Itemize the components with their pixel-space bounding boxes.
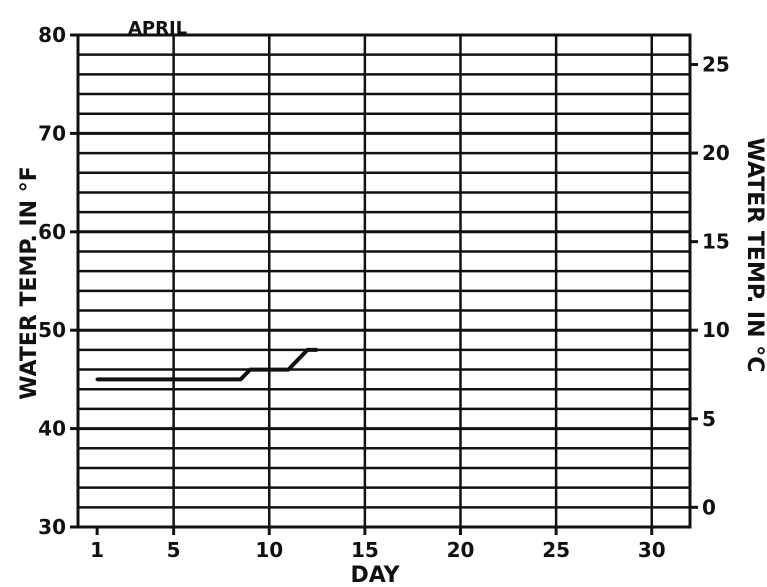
right-tick-label: 5 [702,407,716,431]
horizontal-gridlines [78,53,690,509]
data-point [114,377,118,381]
right-tick-label: 20 [702,141,730,165]
data-point [238,377,243,381]
x-axis-ticks: 1 5 10 15 20 25 30 [90,527,666,562]
x-tick-label: 15 [351,538,379,562]
data-point [296,358,300,362]
vertical-gridlines [172,35,653,527]
right-axis-ticks: 0 5 10 15 20 25 [690,53,730,519]
data-point [258,367,262,372]
data-point [305,348,310,352]
data-point [210,377,214,381]
right-tick-label: 0 [702,495,716,519]
left-tick-label: 80 [38,23,66,47]
x-tick-label: 25 [542,538,570,562]
left-tick-label: 30 [38,515,66,539]
left-tick-label: 70 [38,121,66,145]
data-point [315,348,319,352]
x-tick-label: 10 [255,538,283,562]
data-point [286,367,290,372]
left-axis-ticks: 30 40 50 60 70 80 [38,23,78,539]
right-tick-label: 10 [702,318,730,342]
x-tick-label: 5 [167,538,181,562]
right-y-axis-label: WATER TEMP. IN °C [742,138,767,373]
x-axis-label: DAY [350,563,400,587]
data-point [133,377,137,381]
left-tick-label: 50 [38,318,66,342]
left-tick-label: 60 [38,220,66,244]
data-point [191,377,195,381]
data-point [152,377,157,381]
left-y-axis-label: WATER TEMP. IN °F [17,166,42,400]
data-point [267,367,271,372]
series-line [97,347,318,382]
right-tick-label: 15 [702,230,730,254]
x-tick-label: 20 [447,538,475,562]
data-point [248,367,252,372]
data-point [229,377,233,381]
series [95,347,319,382]
plot-frame [76,33,692,529]
data-point [172,377,176,381]
right-tick-label: 25 [702,53,730,77]
x-tick-label: 1 [90,538,104,562]
left-tick-label: 40 [38,417,66,441]
x-tick-label: 30 [638,538,666,562]
month-annotation: APRIL [128,18,187,39]
data-point [95,377,99,381]
